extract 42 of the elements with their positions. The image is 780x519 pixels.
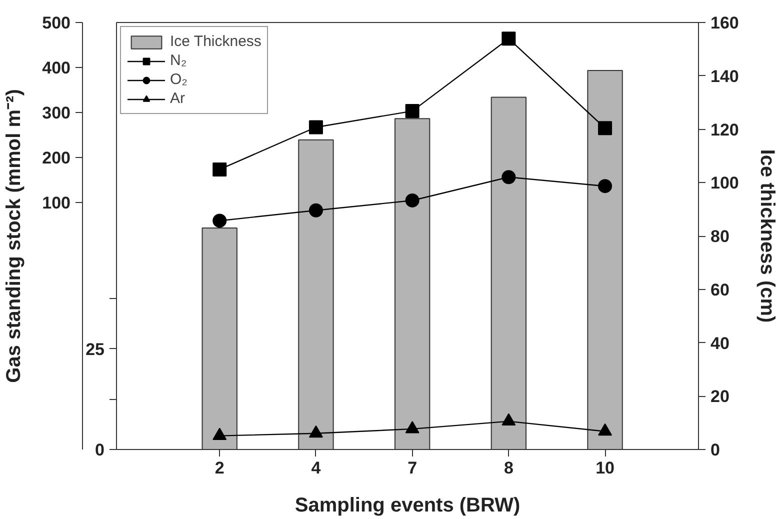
y2-tick-label: 140 <box>710 66 739 86</box>
legend-label: N₂ <box>170 52 188 69</box>
point <box>212 428 227 440</box>
legend-label: O₂ <box>170 71 188 88</box>
y2-tick-label: 80 <box>710 227 730 246</box>
y3-tick-label: 300 <box>42 103 71 122</box>
y2-tick-label: 100 <box>710 174 739 193</box>
point <box>502 32 516 46</box>
x-tick-label: 7 <box>408 458 418 478</box>
point <box>598 179 612 194</box>
point <box>598 423 612 436</box>
point <box>405 104 420 118</box>
point <box>308 120 323 134</box>
point <box>308 425 323 438</box>
y2-tick-label: 0 <box>710 440 720 460</box>
y3-tick-label: 500 <box>42 14 71 32</box>
legend-label: Ar <box>170 90 186 107</box>
point <box>502 170 516 184</box>
x-tick-label: 4 <box>311 458 322 478</box>
point <box>598 121 612 136</box>
point <box>212 162 227 176</box>
x-tick-label: 2 <box>214 458 224 478</box>
point <box>502 413 516 426</box>
x-tick-label: 10 <box>596 458 614 478</box>
point <box>405 194 420 208</box>
y3-tick-label: 400 <box>42 58 71 78</box>
y2-tick-label: 120 <box>710 120 739 140</box>
y2-tick-label: 160 <box>710 14 739 32</box>
y3-tick-label: 200 <box>42 148 71 168</box>
y-tick-label: 25 <box>86 340 105 359</box>
y2-tick-label: 60 <box>710 280 730 300</box>
x-axis-title: Sampling events (BRW) <box>294 494 520 516</box>
legend-label: Ice Thickness <box>170 33 262 50</box>
point <box>308 203 323 218</box>
y2-tick-label: 40 <box>710 334 730 353</box>
y2-tick-label: 20 <box>710 387 730 406</box>
point <box>212 214 227 228</box>
point <box>405 420 420 434</box>
y3-tick-label: 100 <box>42 193 71 212</box>
y-axis-title: Gas standing stock (mmol m⁻²) <box>3 89 26 383</box>
y2-axis-title: Ice thickness (cm) <box>756 149 778 323</box>
x-tick-label: 8 <box>504 458 514 478</box>
